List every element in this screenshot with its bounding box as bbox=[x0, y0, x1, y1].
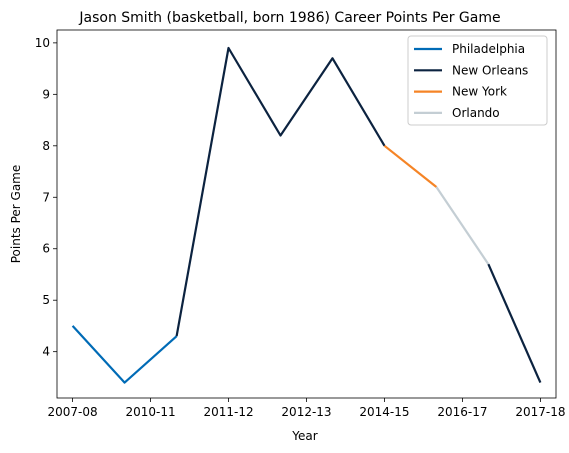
series-line-4 bbox=[487, 263, 542, 384]
x-axis-label: Year bbox=[291, 429, 317, 443]
y-axis: 4 5 6 7 8 9 10 bbox=[35, 36, 57, 359]
series-line-1 bbox=[175, 46, 386, 337]
legend-label: New York bbox=[452, 85, 507, 99]
x-tick-label: 2017-18 bbox=[515, 405, 565, 419]
y-tick-label: 10 bbox=[35, 36, 50, 50]
x-axis: 2007-08 2010-11 2011-12 2012-13 2014-15 2016-… bbox=[48, 398, 565, 419]
x-tick-label: 2011-12 bbox=[203, 405, 253, 419]
x-tick-label: 2012-13 bbox=[281, 405, 331, 419]
y-tick-label: 8 bbox=[42, 139, 50, 153]
chart-title: Jason Smith (basketball, born 1986) Care… bbox=[78, 10, 500, 26]
legend-label: Orlando bbox=[452, 106, 500, 120]
y-tick-label: 7 bbox=[42, 190, 50, 204]
y-tick-label: 5 bbox=[42, 293, 50, 307]
legend-label: New Orleans bbox=[452, 63, 528, 77]
legend-label: Philadelphia bbox=[452, 42, 525, 56]
y-tick-label: 6 bbox=[42, 242, 50, 256]
series-line-2 bbox=[383, 144, 438, 188]
y-tick-label: 9 bbox=[42, 87, 50, 101]
legend-box bbox=[407, 35, 548, 126]
x-tick-label: 2014-15 bbox=[359, 405, 409, 419]
x-tick-label: 2010-11 bbox=[125, 405, 175, 419]
series-line-3 bbox=[435, 186, 490, 265]
legend: Philadelphia New Orleans New York Orlando bbox=[407, 35, 548, 126]
x-tick-label: 2007-08 bbox=[48, 405, 98, 419]
y-axis-label: Points Per Game bbox=[9, 165, 23, 264]
y-tick-label: 4 bbox=[42, 345, 50, 359]
series-layer bbox=[71, 46, 542, 384]
x-tick-label: 2016-17 bbox=[437, 405, 487, 419]
series-line-0 bbox=[71, 325, 178, 384]
